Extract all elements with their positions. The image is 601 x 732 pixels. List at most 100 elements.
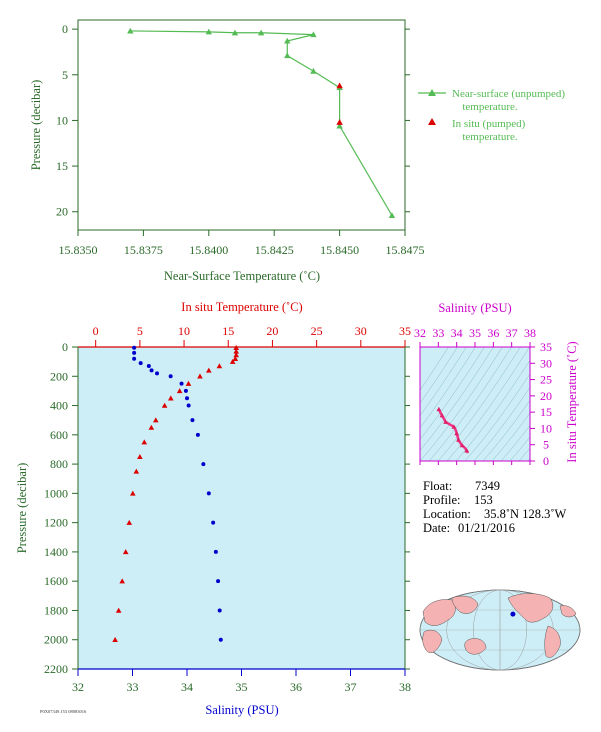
location-label: Location: (423, 507, 471, 521)
float-label: Float: (423, 479, 452, 493)
sal-tick-label: 34 (181, 680, 193, 694)
temperature-point (167, 395, 174, 401)
ts-y-tick-label: 30 (540, 356, 552, 370)
legend-in-situ-line1: In situ (pumped) (452, 118, 526, 130)
ts-x-tick-label: 37 (506, 326, 518, 340)
ts-point (454, 430, 460, 436)
near-surface-point (310, 67, 317, 74)
footer-id: P0X07349.153 08083016 (40, 709, 87, 714)
ts-x-tick-label: 32 (414, 326, 426, 340)
density-contour (420, 347, 503, 461)
sal-tick-label: 36 (290, 680, 302, 694)
temp-tick-label: 35 (399, 324, 411, 338)
temperature-point (152, 417, 159, 423)
sal-tick-label: 38 (399, 680, 411, 694)
ts-x-tick-label: 36 (487, 326, 499, 340)
temperature-point (137, 453, 143, 460)
float-info: Float: 7349 Profile: 153 Location: 35.8˚… (423, 479, 566, 535)
near-surface-point (284, 37, 291, 44)
near-surface-point (231, 29, 239, 36)
near-surface-series (127, 27, 396, 218)
ts-plot-background (420, 347, 530, 461)
pressure-tick-label: 0 (62, 340, 68, 354)
legend-in-situ-line2: temperature. (462, 131, 518, 143)
temperature-point (161, 402, 168, 408)
salinity-point (155, 371, 160, 376)
profile-salinity-ticks: 32 33 34 35 36 37 38 (72, 669, 411, 694)
salinity-point (179, 381, 184, 386)
ns-y-tick-label: 5 (62, 68, 68, 82)
near-surface-plot-frame (77, 19, 406, 231)
temperature-point (126, 519, 133, 525)
salinity-point (195, 432, 200, 437)
salinity-point (149, 368, 154, 373)
salinity-point (185, 396, 189, 401)
temperature-point (176, 388, 183, 394)
in-situ-point (336, 119, 343, 125)
land-asia-west (422, 599, 456, 626)
profile-plot-background (78, 347, 405, 669)
salinity-point (138, 361, 143, 366)
ts-y-tick-label: 10 (540, 421, 552, 435)
density-contour (518, 447, 530, 461)
temperature-point (129, 490, 136, 496)
location-value: 35.8˚N 128.3˚W (484, 507, 566, 521)
date-label: Date: (423, 521, 450, 535)
density-contour (420, 347, 476, 429)
ts-diagram: 32 33 34 35 36 37 38 0 5 10 15 20 25 30 35 Salinity (… (414, 301, 579, 468)
sal-tick-label: 32 (72, 680, 84, 694)
ts-y-tick-label: 35 (540, 340, 552, 354)
salinity-point (201, 462, 206, 467)
near-surface-x-ticks: 15.8350 15.8375 15.8400 15.8425 15.8450 15.84… (59, 230, 425, 257)
near-surface-point (205, 28, 212, 35)
pressure-tick-label: 2200 (44, 662, 68, 676)
temp-tick-label: 20 (266, 324, 278, 338)
density-contour (420, 347, 467, 417)
sal-tick-label: 33 (127, 680, 139, 694)
temp-tick-label: 25 (311, 324, 323, 338)
ts-y-tick-label: 5 (543, 438, 549, 452)
ts-x-tick-label: 34 (451, 326, 463, 340)
pressure-tick-label: 1800 (44, 603, 68, 617)
temperature-point (133, 468, 140, 474)
ts-point (451, 424, 457, 429)
near-surface-x-label: Near-Surface Temperature (˚C) (164, 269, 320, 283)
pressure-tick-label: 600 (50, 428, 68, 442)
profile-chart: 0 5 10 15 20 25 30 35 32 33 34 35 36 37 38 0 200 400 600… (15, 300, 411, 717)
salinity-point (168, 374, 173, 379)
temperature-point (119, 578, 125, 584)
salinity-point (132, 356, 137, 361)
near-surface-y-ticks: 0 5 10 15 20 (56, 22, 410, 219)
near-surface-point (388, 212, 396, 218)
ns-x-tick-label: 15.8375 (124, 243, 163, 257)
date-value: 01/21/2016 (458, 521, 515, 535)
ts-x-tick-label: 38 (524, 326, 536, 340)
density-contour (437, 347, 521, 461)
temperature-point (216, 363, 223, 369)
temp-tick-label: 0 (93, 324, 99, 338)
temperature-point (197, 373, 203, 379)
ns-x-tick-label: 15.8450 (320, 243, 359, 257)
land-south-america (544, 625, 561, 658)
temperature-point (233, 348, 239, 354)
temp-tick-label: 30 (355, 324, 367, 338)
density-contour (420, 347, 485, 440)
salinity-point (186, 403, 191, 408)
salinity-point (217, 608, 222, 613)
density-contour (482, 399, 530, 461)
ts-x-tick-label: 35 (469, 326, 481, 340)
near-surface-y-label: Pressure (decibar) (29, 80, 43, 171)
land-africa-east (422, 629, 443, 653)
temperature-point (141, 439, 148, 445)
pressure-tick-label: 1400 (44, 545, 68, 559)
salinity-point (213, 549, 218, 554)
density-contour (500, 424, 530, 461)
ts-point (459, 442, 465, 448)
near-surface-chart: 15.8350 15.8375 15.8400 15.8425 15.8450 15.84… (29, 19, 565, 283)
ns-x-tick-label: 15.8350 (59, 243, 98, 257)
near-surface-point (284, 52, 291, 59)
temperature-point (122, 549, 129, 555)
ns-y-tick-label: 15 (56, 159, 68, 173)
float-value: 7349 (475, 479, 500, 493)
temperature-point (232, 355, 239, 361)
